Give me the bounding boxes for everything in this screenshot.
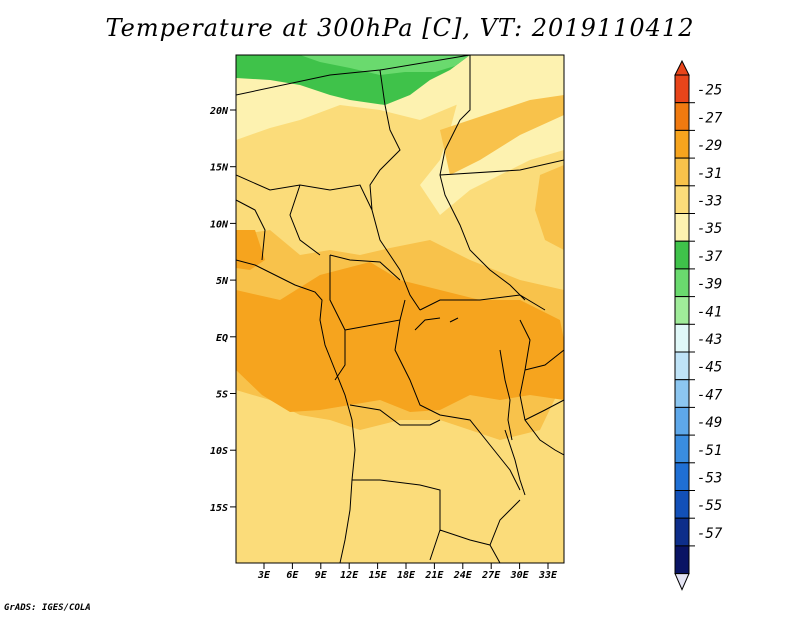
colorbar-label: -51 <box>697 443 722 459</box>
lon-tick-label: 27E <box>481 570 501 581</box>
border-lines <box>236 55 564 563</box>
colorbar-label: -41 <box>697 304 722 320</box>
colorbar-label: -45 <box>697 360 722 376</box>
lon-tick-label: 33E <box>538 570 558 581</box>
lon-tick-label: 9E <box>315 570 328 581</box>
colorbar-bottom-arrow <box>674 573 690 591</box>
lon-tick-label: 21E <box>424 570 444 581</box>
lat-tick-label: 15S <box>210 503 228 514</box>
map-frame <box>235 54 565 564</box>
colorbar-top-arrow <box>674 59 690 76</box>
colorbar: -25 -27 -29 -31 -33 -35 -37 -39 -41 -43 -45 -47 -49 -… <box>674 59 723 591</box>
colorbar-label: -39 <box>697 277 722 293</box>
colorbar-label: -49 <box>697 415 722 431</box>
lon-tick-label: 24E <box>453 570 473 581</box>
lon-tick-label: 6E <box>286 570 299 581</box>
colorbar-label: -43 <box>697 332 722 348</box>
colorbar-label: -27 <box>697 110 723 126</box>
colorbar-swatch <box>674 74 690 104</box>
colorbar-label: -33 <box>697 194 722 210</box>
colorbar-swatch <box>674 185 690 215</box>
lat-tick-label: 10S <box>210 446 228 457</box>
colorbar-swatch <box>674 434 690 464</box>
grads-credit: GrADS: IGES/COLA <box>4 603 91 613</box>
lon-tick-label: 3E <box>257 570 271 581</box>
country-borders <box>236 55 564 563</box>
field-band-warm-west <box>236 230 265 270</box>
colorbar-label: -55 <box>697 498 722 514</box>
temperature-field <box>236 55 564 563</box>
field-band-mid-east <box>535 165 564 250</box>
lat-tick-label: 10N <box>210 219 229 230</box>
colorbar-swatch <box>674 268 690 298</box>
lon-tick-label: 30E <box>510 570 530 581</box>
colorbar-swatch <box>674 351 690 381</box>
lon-tick-label: 12E <box>340 570 359 581</box>
lon-tick-label: 15E <box>369 570 388 581</box>
temperature-map: 20N 15N 10N 5N EQ 5S 10S 15S 3E 6E 9E 12E 15E 18E 21E… <box>209 54 723 591</box>
colorbar-swatch <box>674 490 690 519</box>
colorbar-swatch <box>674 296 690 325</box>
colorbar-swatch <box>674 545 690 575</box>
colorbar-swatch <box>674 379 690 408</box>
colorbar-swatch <box>674 157 690 187</box>
field-band-pale <box>236 55 564 215</box>
colorbar-label: -57 <box>697 526 723 542</box>
colorbar-label: -31 <box>697 166 722 182</box>
colorbar-label: -25 <box>697 83 722 99</box>
colorbar-swatch <box>674 213 690 242</box>
colorbar-label: -47 <box>697 387 723 403</box>
field-band-mid-north <box>440 95 564 175</box>
longitude-axis: 3E 6E 9E 12E 15E 18E 21E 24E 27E 30E 33E <box>257 563 558 581</box>
colorbar-swatch <box>674 406 690 436</box>
lat-tick-label: EQ <box>216 333 228 344</box>
lat-tick-label: 15N <box>210 163 229 174</box>
colorbar-swatch <box>674 462 690 491</box>
lat-tick-label: 5S <box>216 390 228 401</box>
colorbar-swatch <box>674 240 690 270</box>
colorbar-swatch <box>674 517 690 547</box>
lakes <box>414 317 526 496</box>
colorbar-label: -35 <box>697 221 722 237</box>
field-band-warm <box>236 262 564 412</box>
coastline-west <box>236 259 356 563</box>
colorbar-swatch <box>674 129 690 159</box>
colorbar-label: -29 <box>697 138 722 154</box>
colorbar-label: -37 <box>697 249 723 265</box>
colorbar-label: -53 <box>697 471 722 487</box>
lat-tick-label: 5N <box>216 276 229 287</box>
map-title: Temperature at 300hPa [C], VT: 201911041… <box>105 14 695 42</box>
lon-tick-label: 18E <box>397 570 416 581</box>
latitude-axis: 20N 15N 10N 5N EQ 5S 10S 15S <box>209 106 236 514</box>
colorbar-swatch <box>674 323 690 353</box>
lat-tick-label: 20N <box>209 106 229 117</box>
field-band-lightgreen <box>300 55 470 75</box>
colorbar-swatch <box>674 102 690 131</box>
